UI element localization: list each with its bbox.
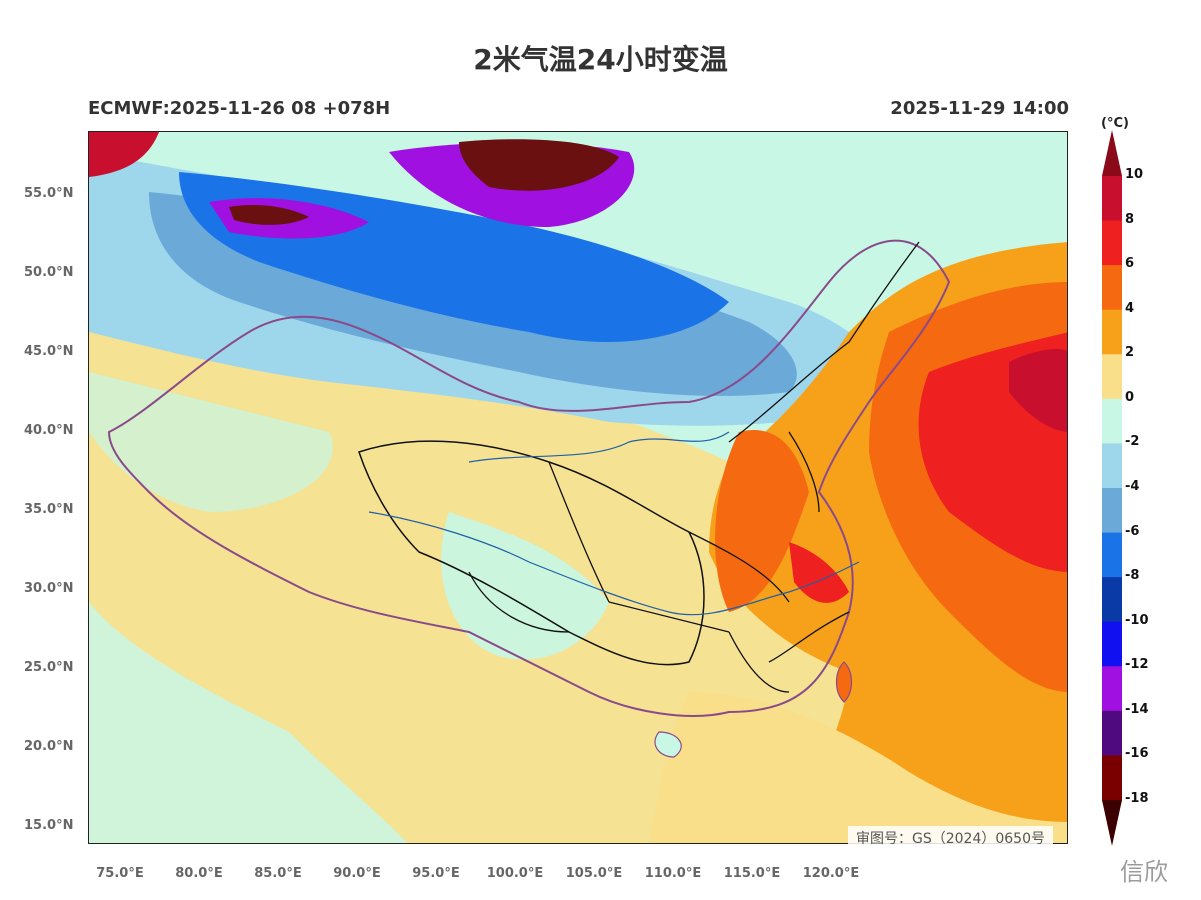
colorbar-bin bbox=[1102, 710, 1122, 756]
colorbar-tick-label: -12 bbox=[1125, 657, 1149, 673]
colorbar-tick-label: 0 bbox=[1125, 389, 1135, 405]
colorbar-tick-label: 6 bbox=[1125, 256, 1135, 272]
chart-title: 2米气温24小时变温 bbox=[473, 43, 728, 76]
lat-tick-label: 45.0°N bbox=[24, 344, 74, 359]
colorbar-bin bbox=[1102, 621, 1122, 667]
lat-tick-label: 55.0°N bbox=[24, 186, 74, 201]
temperature-change-map bbox=[88, 131, 1068, 844]
model-run-label: ECMWF:2025-11-26 08 +078H bbox=[88, 98, 391, 119]
field-area bbox=[89, 372, 333, 512]
colorbar-unit: (°C) bbox=[1101, 116, 1129, 131]
colorbar-tick-label: -6 bbox=[1125, 523, 1140, 539]
lon-tick-label: 105.0°E bbox=[565, 866, 623, 881]
valid-time-label: 2025-11-29 14:00 bbox=[890, 98, 1069, 119]
field-area bbox=[229, 205, 309, 225]
lat-tick-label: 15.0°N bbox=[24, 818, 74, 833]
lon-tick-label: 95.0°E bbox=[412, 866, 460, 881]
colorbar-bin bbox=[1102, 354, 1122, 400]
colorbar-tick-label: -18 bbox=[1125, 791, 1149, 806]
colorbar-tick-label: -8 bbox=[1125, 568, 1140, 584]
island-outline bbox=[835, 661, 853, 703]
watermark: 信欣 bbox=[1120, 858, 1168, 886]
colorbar bbox=[1102, 130, 1122, 846]
lon-tick-label: 75.0°E bbox=[96, 866, 144, 881]
colorbar-tick-label: -10 bbox=[1125, 612, 1149, 628]
colorbar-bin bbox=[1102, 176, 1122, 222]
map-canvas bbox=[89, 132, 1067, 843]
colorbar-bin bbox=[1102, 398, 1122, 444]
river bbox=[468, 431, 730, 463]
field-area bbox=[89, 132, 159, 177]
colorbar-bin bbox=[1102, 755, 1122, 801]
country-border bbox=[107, 239, 951, 717]
field-area bbox=[789, 542, 849, 603]
lon-tick-label: 100.0°E bbox=[486, 866, 544, 881]
colorbar-bin bbox=[1102, 220, 1122, 266]
field-area bbox=[89, 602, 408, 843]
field-area bbox=[459, 139, 619, 191]
field-area bbox=[441, 512, 609, 660]
colorbar-bin bbox=[1102, 488, 1122, 534]
colorbar-bin bbox=[1102, 265, 1122, 311]
colorbar-bin bbox=[1102, 443, 1122, 489]
province-border bbox=[468, 431, 820, 693]
lon-tick-label: 80.0°E bbox=[175, 866, 223, 881]
colorbar-bin bbox=[1102, 532, 1122, 578]
colorbar-tick-label: -4 bbox=[1125, 479, 1140, 494]
river bbox=[368, 511, 860, 616]
lat-tick-label: 20.0°N bbox=[24, 739, 74, 754]
field-area bbox=[715, 430, 809, 612]
lon-tick-label: 90.0°E bbox=[333, 866, 381, 881]
province-border bbox=[358, 440, 705, 666]
lat-tick-label: 40.0°N bbox=[24, 423, 74, 438]
colorbar-bin bbox=[1102, 309, 1122, 355]
colorbar-tick-label: 10 bbox=[1125, 167, 1144, 182]
colorbar-bin bbox=[1102, 130, 1122, 176]
lon-tick-label: 115.0°E bbox=[723, 866, 781, 881]
colorbar-tick-label: 8 bbox=[1125, 211, 1135, 227]
lat-tick-label: 35.0°N bbox=[24, 502, 74, 517]
field-area bbox=[1009, 349, 1067, 432]
island-outline bbox=[654, 731, 682, 758]
lon-tick-label: 110.0°E bbox=[644, 866, 702, 881]
lon-tick-label: 85.0°E bbox=[254, 866, 302, 881]
lat-tick-label: 50.0°N bbox=[24, 265, 74, 280]
colorbar-tick-label: -16 bbox=[1125, 746, 1149, 762]
colorbar-tick-label: -14 bbox=[1125, 701, 1149, 717]
colorbar-bin bbox=[1102, 577, 1122, 623]
lat-tick-label: 25.0°N bbox=[24, 660, 74, 675]
map-approval-note: 审图号：GS（2024）0650号 bbox=[848, 826, 1053, 850]
colorbar-bin bbox=[1102, 666, 1122, 712]
colorbar-tick-label: -2 bbox=[1125, 434, 1140, 450]
lon-tick-label: 120.0°E bbox=[802, 866, 860, 881]
colorbar-bin bbox=[1102, 800, 1122, 846]
lat-tick-label: 30.0°N bbox=[24, 581, 74, 596]
province-border bbox=[728, 241, 920, 663]
colorbar-tick-label: 2 bbox=[1125, 345, 1135, 361]
colorbar-tick-label: 4 bbox=[1125, 300, 1135, 316]
field-area bbox=[649, 692, 1067, 843]
